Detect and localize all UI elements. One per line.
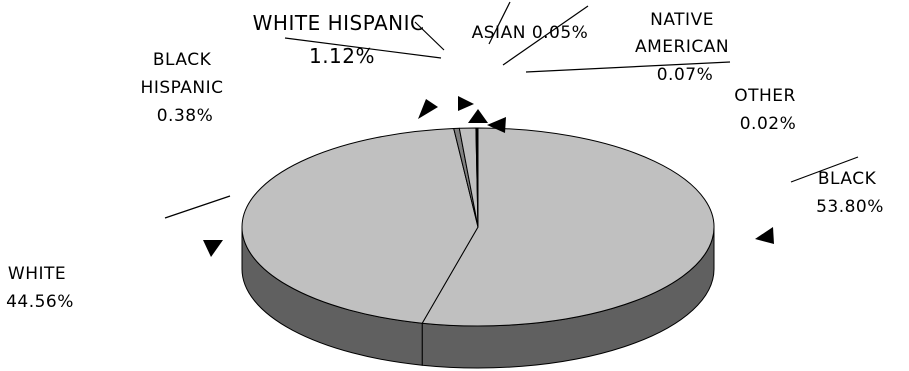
- label-black-hispanic: BLACK HISPANIC 0.38%: [141, 50, 230, 126]
- arrow-marker-black: [755, 227, 774, 244]
- arrow-marker-asian: [468, 109, 488, 123]
- label-other: OTHER 0.02%: [734, 86, 802, 134]
- label-black: BLACK 53.80%: [816, 169, 884, 217]
- arrow-markers: [203, 96, 774, 257]
- arrow-marker-black-hispanic: [418, 99, 438, 119]
- arrow-marker-white: [203, 240, 223, 257]
- leader-line-white-hispanic: [414, 21, 445, 51]
- leader-line-asian: [488, 1, 511, 45]
- leader-line-native-american: [502, 5, 589, 66]
- pie-slice-black: [421, 127, 715, 327]
- leader-line-other: [525, 61, 731, 73]
- label-white-hispanic: WHITE HISPANIC 1.12%: [253, 11, 432, 68]
- leader-line-black: [790, 156, 859, 183]
- pie-slice-white: [241, 128, 479, 324]
- leader-lines: [164, 1, 859, 219]
- slice-labels: BLACK 53.80% WHITE 44.56% BLACK HISPANIC…: [6, 10, 884, 312]
- label-white: WHITE 44.56%: [6, 264, 74, 312]
- arrow-marker-white-hispanic: [458, 96, 474, 111]
- leader-line-white: [164, 195, 231, 219]
- arrow-marker-other: [487, 117, 506, 133]
- label-native-american: NATIVE AMERICAN 0.07%: [635, 10, 735, 85]
- leader-line-black-hispanic: [284, 37, 442, 59]
- pie-slices: [241, 127, 715, 327]
- label-asian: ASIAN 0.05%: [472, 23, 589, 43]
